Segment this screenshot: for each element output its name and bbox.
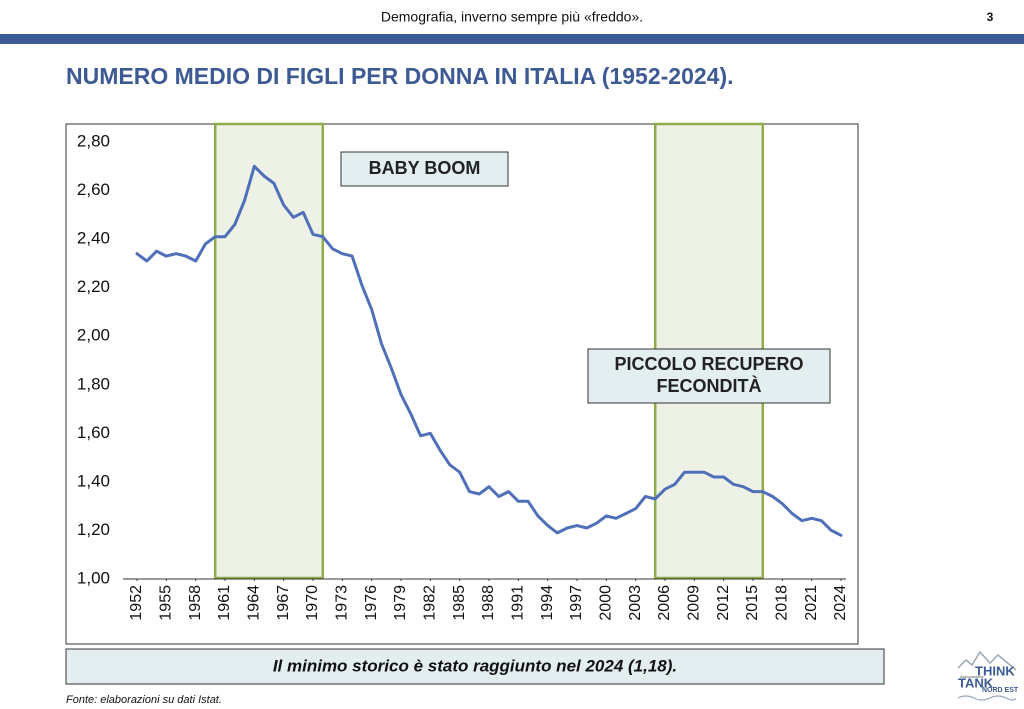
x-tick-label: 2006 [656, 585, 673, 621]
x-tick-label: 2003 [627, 585, 644, 621]
x-tick-label: 2024 [832, 585, 849, 621]
x-tick-label: 2000 [598, 585, 615, 621]
y-tick-label: 1,60 [77, 423, 110, 442]
x-tick-label: 1988 [480, 585, 497, 621]
plot: 1,00 1,20 1,40 1,60 1,80 2,00 2,20 2,40 2,60 2,80… [77, 122, 849, 621]
y-tick-label: 2,00 [77, 326, 110, 345]
x-tick-label: 2018 [774, 585, 791, 621]
header-title: Demografia, inverno sempre più «freddo». [381, 9, 643, 25]
x-tick-label: 2021 [803, 585, 820, 621]
logo-nordest: NORD EST [982, 687, 1019, 694]
logo-think: THINK [975, 663, 1015, 678]
x-tick-label: 1952 [128, 585, 145, 621]
x-tick-label: 1955 [158, 585, 175, 621]
annotation: FECONDITÀ [657, 375, 762, 396]
annotation: PICCOLO RECUPERO [614, 354, 803, 374]
data-line [135, 164, 843, 537]
y-tick-label: 1,40 [77, 471, 110, 490]
x-tick-label: 1976 [363, 585, 380, 621]
y-tick-label: 2,20 [77, 277, 110, 296]
x-tick-label: 1985 [451, 585, 468, 621]
x-tick-label: 1964 [246, 585, 263, 621]
logo-mountain [957, 650, 1017, 671]
x-tick-label: 1982 [422, 585, 439, 621]
page-number: 3 [987, 10, 994, 24]
annotation-box [340, 151, 509, 187]
logo-wave [957, 695, 1017, 701]
y-tick-label: 2,80 [77, 131, 110, 150]
y-tick-label: 2,60 [77, 180, 110, 199]
y-tick-label: 1,80 [77, 374, 110, 393]
note-box [65, 648, 885, 685]
logo-small: Associazione [960, 674, 984, 679]
x-tick-label: 1973 [334, 585, 351, 621]
y-tick-label: 2,40 [77, 229, 110, 248]
source: Fonte: elaborazioni su dati Istat. [66, 694, 222, 706]
x-tick-label: 1994 [539, 585, 556, 621]
annotation: BABY BOOM [369, 158, 481, 178]
logo-tank: TANK [958, 675, 994, 690]
x-tick-label: 1967 [275, 585, 292, 621]
x-tick-label: 1961 [216, 585, 233, 621]
header-bar [0, 34, 1024, 44]
annotation-box [587, 348, 831, 404]
highlight-span [213, 122, 325, 580]
note: Il minimo storico è stato raggiunto nel … [273, 656, 677, 675]
chart-title: NUMERO MEDIO DI FIGLI PER DONNA IN ITALI… [66, 63, 734, 89]
x-tick-label: 1970 [304, 585, 321, 621]
x-tick-label: 1958 [187, 585, 204, 621]
x-tick-label: 2015 [744, 585, 761, 621]
x-tick-label: 1997 [568, 585, 585, 621]
y-tick-label: 1,00 [77, 568, 110, 587]
y-tick-label: 1,20 [77, 520, 110, 539]
x-tick-label: 1979 [392, 585, 409, 621]
x-tick-label: 1991 [510, 585, 527, 621]
x-tick-label: 2009 [686, 585, 703, 621]
logo: Associazione THINK TANK NORD EST [957, 650, 1019, 701]
x-tick-label: 2012 [715, 585, 732, 621]
